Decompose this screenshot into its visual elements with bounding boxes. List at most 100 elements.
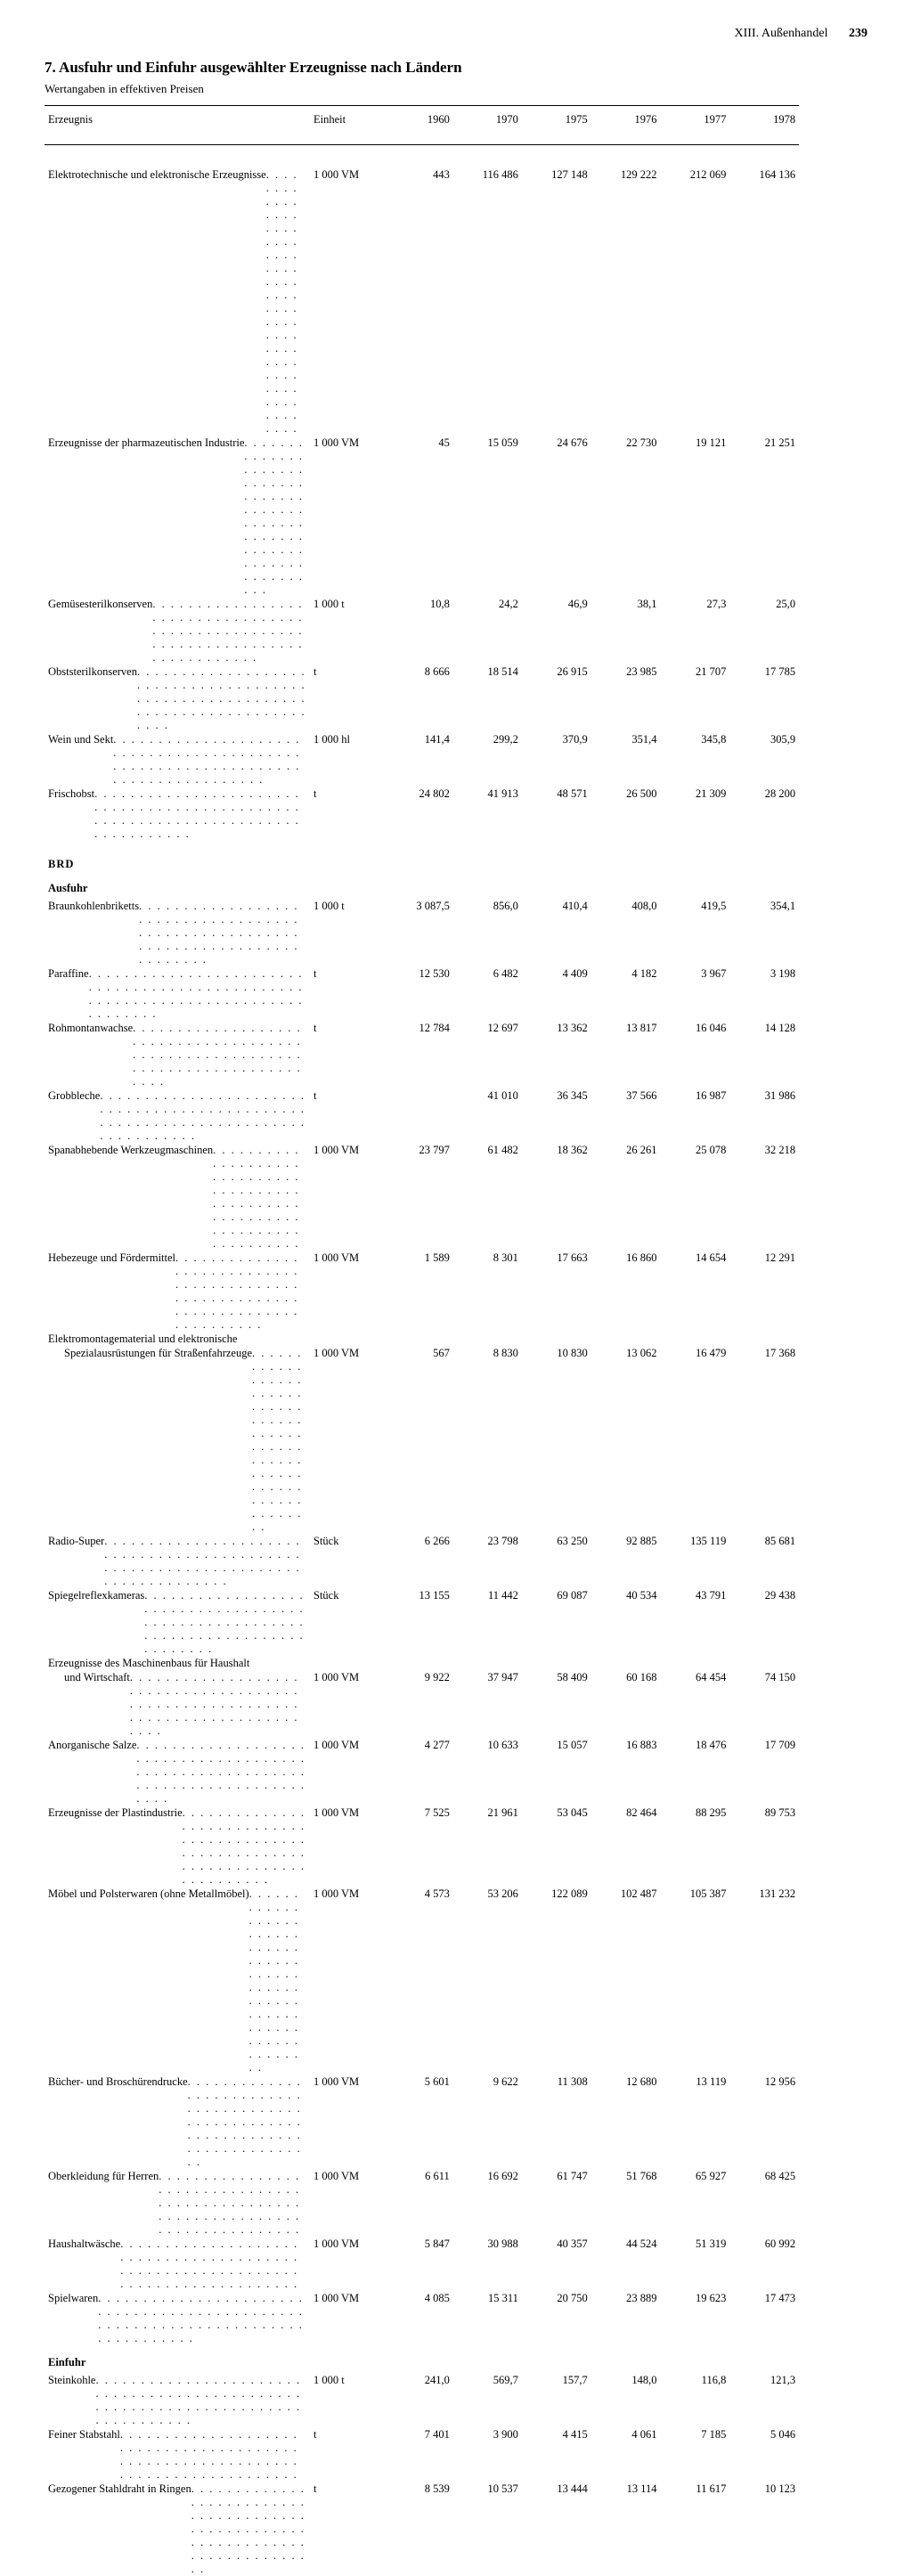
value-cell: 11 442 [453,1588,522,1656]
value-cell: 25 078 [661,1143,730,1251]
value-cell [453,1332,522,1346]
col-header: 1970 [453,106,522,145]
col-header: 1976 [591,106,661,145]
table-row: Steinkohle. . . . . . . . . . . . . . . … [45,2373,867,2427]
value-cell: 3 087,5 [388,899,453,966]
value-cell: 31 986 [729,1088,799,1143]
value-cell: 12 680 [591,2075,661,2169]
value-cell: 30 988 [453,2237,522,2291]
value-cell: 9 622 [453,2075,522,2169]
value-cell: 11 308 [522,2075,591,2169]
value-cell: 4 277 [388,1738,453,1806]
product-label: Radio-Super. . . . . . . . . . . . . . .… [45,1534,310,1588]
value-cell: 26 500 [591,787,661,842]
value-cell: 3 900 [453,2427,522,2482]
value-cell: 38,1 [591,598,661,665]
value-cell: 44 524 [591,2237,661,2291]
product-label: Gemüsesterilkonserven. . . . . . . . . .… [45,598,310,665]
value-cell [388,1332,453,1346]
value-cell: 6 611 [388,2169,453,2237]
value-cell: 48 571 [522,787,591,842]
value-cell: 305,9 [729,733,799,787]
value-cell: 32 218 [729,1143,799,1251]
table-row: Spiegelreflexkameras. . . . . . . . . . … [45,1588,867,1656]
unit-cell: t [310,1088,388,1143]
value-cell: 21 961 [453,1806,522,1887]
value-cell: 85 681 [729,1534,799,1588]
table-row: BRD [45,842,867,872]
unit-cell: Stück [310,1588,388,1656]
value-cell: 15 311 [453,2291,522,2345]
value-cell: 82 464 [591,1806,661,1887]
value-cell: 7 525 [388,1806,453,1887]
value-cell: 15 059 [453,436,522,598]
unit-cell: 1 000 VM [310,168,388,436]
product-label: Paraffine. . . . . . . . . . . . . . . .… [45,966,310,1021]
table-row: Grobbleche. . . . . . . . . . . . . . . … [45,1088,867,1143]
value-cell: 10 537 [453,2482,522,2576]
value-cell: 17 663 [522,1251,591,1332]
value-cell: 26 915 [522,665,591,733]
col-header: 1975 [522,106,591,145]
value-cell: 21 309 [661,787,730,842]
col-header: Erzeugnis [45,106,310,145]
table-row: Bücher- und Broschürendrucke. . . . . . … [45,2075,867,2169]
value-cell: 148,0 [591,2373,661,2427]
value-cell: 13 114 [591,2482,661,2576]
unit-cell: 1 000 VM [310,1738,388,1806]
value-cell: 11 617 [661,2482,730,2576]
table-row: Braunkohlenbriketts. . . . . . . . . . .… [45,899,867,966]
value-cell: 13 817 [591,1021,661,1088]
value-cell: 60 168 [591,1670,661,1738]
value-cell: 17 709 [729,1738,799,1806]
value-cell: 410,4 [522,899,591,966]
value-cell: 53 045 [522,1806,591,1887]
table-row: Gemüsesterilkonserven. . . . . . . . . .… [45,598,867,665]
value-cell: 10 633 [453,1738,522,1806]
product-label: Frischobst. . . . . . . . . . . . . . . … [45,787,310,842]
value-cell: 14 654 [661,1251,730,1332]
value-cell: 37 566 [591,1088,661,1143]
unit-cell: 1 000 VM [310,1251,388,1332]
product-label: Rohmontanwachse. . . . . . . . . . . . .… [45,1021,310,1088]
table-row: Einfuhr [45,2345,867,2373]
value-cell: 12 956 [729,2075,799,2169]
unit-cell: t [310,2482,388,2576]
value-cell: 370,9 [522,733,591,787]
value-cell: 20 750 [522,2291,591,2345]
subsection-heading: Ausfuhr [45,871,799,899]
table-row [45,145,867,168]
value-cell: 60 992 [729,2237,799,2291]
table-row: Gezogener Stahldraht in Ringen. . . . . … [45,2482,867,2576]
unit-cell: 1 000 VM [310,436,388,598]
table-header-row: ErzeugnisEinheit196019701975197619771978 [45,106,867,145]
value-cell: 89 753 [729,1806,799,1887]
value-cell: 28 200 [729,787,799,842]
table-row: Spielwaren. . . . . . . . . . . . . . . … [45,2291,867,2345]
value-cell: 13 444 [522,2482,591,2576]
unit-cell: Stück [310,1534,388,1588]
value-cell [661,1332,730,1346]
value-cell: 4 409 [522,966,591,1021]
value-cell: 51 319 [661,2237,730,2291]
product-label: Erzeugnisse der Plastindustrie. . . . . … [45,1806,310,1887]
value-cell [522,1332,591,1346]
page-header: XIII. Außenhandel 239 [45,27,867,41]
value-cell: 25,0 [729,598,799,665]
value-cell: 24 676 [522,436,591,598]
value-cell [661,1656,730,1670]
value-cell: 10,8 [388,598,453,665]
value-cell: 88 295 [661,1806,730,1887]
product-label: Spiegelreflexkameras. . . . . . . . . . … [45,1588,310,1656]
value-cell: 51 768 [591,2169,661,2237]
value-cell: 1 589 [388,1251,453,1332]
value-cell: 16 860 [591,1251,661,1332]
product-label: Feiner Stabstahl. . . . . . . . . . . . … [45,2427,310,2482]
value-cell: 5 046 [729,2427,799,2482]
value-cell: 17 785 [729,665,799,733]
value-cell: 16 883 [591,1738,661,1806]
value-cell: 26 261 [591,1143,661,1251]
unit-cell: 1 000 t [310,899,388,966]
value-cell: 8 830 [453,1346,522,1534]
value-cell: 23 985 [591,665,661,733]
